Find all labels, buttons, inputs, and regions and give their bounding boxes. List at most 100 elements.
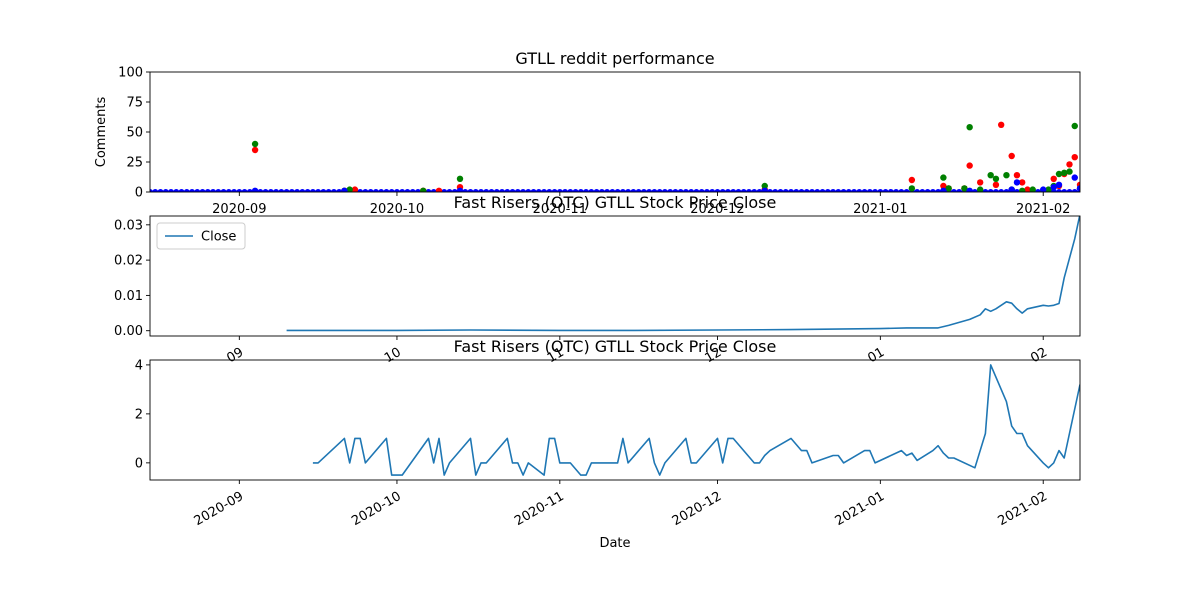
x-tick-label: 2020-12	[690, 202, 744, 217]
zero-comment-point	[409, 189, 416, 192]
zero-comment-point	[767, 189, 773, 192]
zero-comment-point	[236, 189, 243, 192]
zero-comment-point	[667, 189, 674, 192]
y-tick-label: 100	[118, 66, 143, 81]
zero-comment-point	[745, 189, 752, 192]
zero-comment-point	[651, 189, 658, 192]
zero-comment-point	[283, 189, 290, 192]
comment-point	[1003, 172, 1010, 179]
comment-point	[940, 174, 947, 181]
comment-point	[908, 176, 916, 184]
zero-comment-point	[241, 189, 248, 192]
panel-2-axes-frame	[149, 359, 1081, 481]
comment-point	[1071, 154, 1078, 161]
panel-2-x-axis-label: Date	[599, 536, 630, 551]
comment-point	[966, 187, 973, 192]
zero-comment-point	[819, 189, 826, 192]
zero-comment-point	[372, 189, 379, 192]
y-tick-label: 2	[135, 407, 143, 422]
zero-comment-point	[1061, 189, 1068, 192]
zero-comment-point	[362, 189, 369, 192]
zero-comment-point	[467, 189, 474, 192]
zero-comment-point	[157, 189, 164, 192]
zero-comment-point	[199, 189, 206, 192]
comment-point	[1008, 186, 1015, 192]
zero-comment-point	[231, 189, 238, 192]
y-tick-label: 0.00	[114, 324, 143, 339]
zero-comment-point	[714, 189, 721, 192]
zero-comment-point	[929, 189, 936, 192]
comment-point	[1013, 179, 1021, 186]
zero-comment-point	[992, 189, 999, 192]
y-tick-label: 4	[135, 358, 143, 373]
x-tick-label: 2020-11	[533, 202, 587, 217]
zero-comment-point	[682, 189, 689, 192]
zero-comment-point	[635, 189, 642, 192]
zero-comment-point	[677, 189, 684, 192]
zero-comment-point	[189, 189, 196, 192]
zero-comment-point	[987, 189, 994, 192]
panel-0-data-layer	[150, 121, 1080, 192]
comment-point	[1055, 170, 1063, 178]
comment-point	[945, 185, 952, 192]
zero-comment-point	[162, 189, 169, 192]
comment-point	[992, 181, 1000, 188]
zero-comment-point	[845, 189, 852, 192]
y-tick-label: 0.01	[114, 289, 143, 304]
comment-point	[976, 179, 984, 186]
y-tick-label: 0	[135, 186, 143, 201]
zero-comment-point	[273, 189, 280, 192]
panel-0-y-axis-label: Comments	[94, 97, 109, 168]
zero-comment-point	[315, 189, 322, 192]
comment-point	[987, 172, 994, 179]
comment-point	[1050, 184, 1057, 191]
zero-comment-point	[840, 189, 847, 192]
zero-comment-point	[336, 189, 343, 192]
x-tick-label: 2020-10	[370, 202, 424, 217]
zero-comment-point	[903, 189, 910, 192]
zero-comment-point	[210, 189, 217, 192]
zero-comment-point	[751, 189, 758, 192]
x-tick-label: 2021-01	[853, 202, 907, 217]
legend-label: Close	[201, 230, 236, 245]
zero-comment-point	[956, 189, 963, 192]
comment-point	[1050, 175, 1057, 182]
x-tick-label: 01	[865, 345, 887, 366]
zero-comment-point	[772, 189, 779, 192]
panel-2-data-layer	[312, 364, 1080, 476]
x-tick-label: 2020-09	[212, 202, 266, 217]
x-tick-label: 12	[703, 345, 725, 366]
zero-comment-point	[541, 189, 548, 192]
zero-comment-point	[887, 189, 894, 192]
zero-comment-point	[267, 189, 274, 192]
zero-comment-point	[782, 189, 789, 192]
zero-comment-point	[520, 189, 527, 192]
zero-comment-point	[357, 189, 364, 192]
zero-comment-point	[509, 189, 516, 192]
zero-comment-point	[1013, 189, 1020, 192]
zero-comment-point	[309, 189, 316, 192]
comment-point	[1040, 186, 1047, 192]
zero-comment-point	[893, 189, 900, 192]
comment-point	[251, 140, 259, 148]
comment-point	[1024, 186, 1031, 192]
zero-comment-point	[562, 189, 569, 192]
y-tick-label: 0	[135, 456, 143, 471]
comment-point	[761, 187, 768, 192]
comment-point	[1071, 122, 1078, 130]
panel-2-title: Fast Risers (OTC) GTLL Stock Price Close	[454, 337, 777, 356]
comment-point	[1071, 174, 1078, 181]
zero-comment-point	[472, 189, 479, 192]
zero-comment-point	[425, 189, 432, 192]
comment-point	[966, 162, 973, 169]
comment-point	[966, 124, 973, 131]
zero-comment-point	[719, 189, 726, 192]
zero-comment-point	[204, 189, 211, 192]
zero-comment-point	[150, 189, 153, 192]
zero-comment-point	[504, 189, 511, 192]
zero-comment-point	[451, 189, 458, 192]
comment-point	[435, 187, 443, 192]
zero-comment-point	[483, 189, 490, 192]
comment-point	[351, 186, 359, 192]
zero-comment-point	[320, 189, 327, 192]
